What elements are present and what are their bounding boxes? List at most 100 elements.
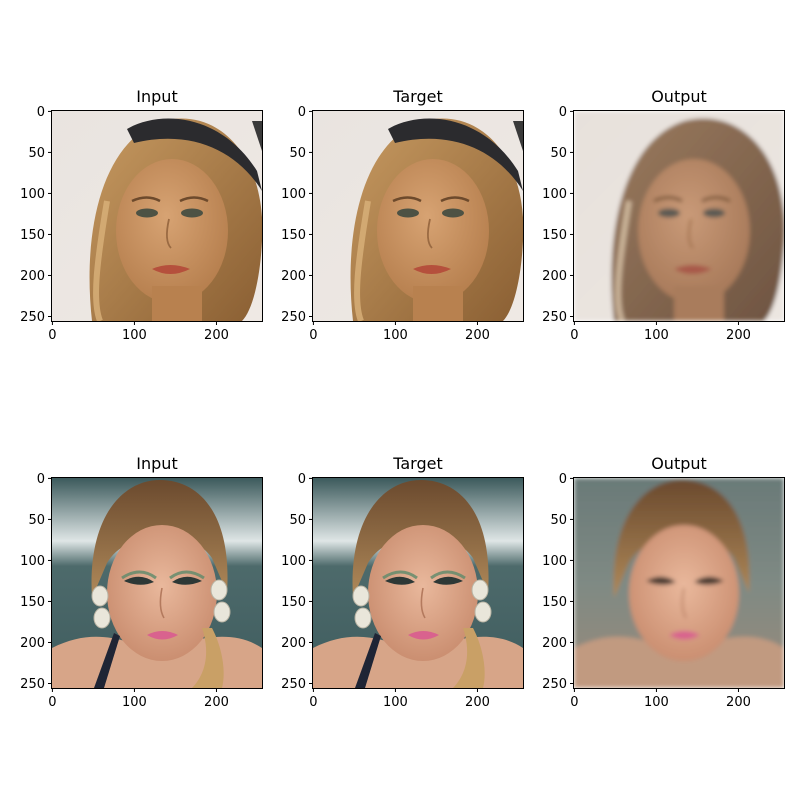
y-tick-label: 200 [20, 269, 45, 284]
earring-bead [213, 601, 231, 623]
axes-frame [573, 477, 785, 689]
axes-frame [312, 477, 524, 689]
face-shape [368, 525, 478, 661]
neck-shape [413, 286, 463, 321]
dark-corner-shape [513, 121, 523, 151]
nose-line [688, 218, 694, 249]
y-tick-label: 100 [20, 187, 45, 202]
hair-strand [354, 200, 371, 321]
x-tick-label: 200 [204, 695, 229, 710]
nose-line [681, 587, 687, 619]
neck-shape [674, 286, 724, 321]
panel-title: Input [136, 87, 177, 106]
x-tick-label: 200 [465, 328, 490, 343]
y-tick-label: 200 [542, 636, 567, 651]
neck-shape [152, 286, 202, 321]
y-tick-label: 150 [542, 595, 567, 610]
face-shape [107, 525, 217, 661]
hair-shape [613, 480, 750, 598]
eyeshadow-right [169, 570, 205, 580]
x-tick-label: 100 [122, 695, 147, 710]
x-tick-label: 200 [465, 695, 490, 710]
image-face-2-input [52, 478, 262, 688]
axes-frame [573, 110, 785, 322]
y-tick-label: 200 [281, 269, 306, 284]
hair-strand [192, 628, 224, 688]
panel-title: Input [136, 454, 177, 473]
right-brow [701, 196, 731, 203]
hair-shape [91, 480, 228, 598]
earring-bead [210, 579, 228, 601]
y-tick-label: 250 [281, 677, 306, 692]
image-face-1-input [52, 111, 262, 321]
face-shape [116, 159, 228, 303]
x-tick-label: 0 [48, 695, 56, 710]
nose-line [159, 587, 165, 619]
y-tick-label: 50 [550, 513, 567, 528]
y-tick-label: 50 [28, 513, 45, 528]
image-face-1-target [313, 111, 523, 321]
y-tick-label: 100 [281, 554, 306, 569]
lips-shape [669, 631, 700, 640]
headband-shape [127, 118, 262, 191]
eyeshadow-left [382, 570, 418, 580]
y-tick-label: 100 [542, 554, 567, 569]
nose-line [166, 218, 172, 249]
lips-shape [408, 631, 439, 640]
earring-bead [354, 607, 372, 629]
nose-line [420, 587, 426, 619]
y-tick-label: 50 [289, 513, 306, 528]
x-tick-label: 200 [204, 328, 229, 343]
right-eye [694, 576, 724, 585]
left-brow [131, 196, 161, 203]
panel-title: Output [651, 454, 707, 473]
y-tick-label: 0 [298, 105, 306, 120]
y-tick-label: 200 [281, 636, 306, 651]
y-tick-label: 50 [28, 146, 45, 161]
left-brow [653, 196, 683, 203]
y-tick-label: 150 [20, 228, 45, 243]
y-tick-label: 200 [20, 636, 45, 651]
right-eye [181, 208, 203, 218]
left-eye [397, 208, 419, 218]
axes-frame [51, 110, 263, 322]
y-tick-label: 0 [37, 105, 45, 120]
y-tick-label: 100 [542, 187, 567, 202]
face-shape [377, 159, 489, 303]
eyeshadow-right [430, 570, 466, 580]
y-tick-label: 0 [298, 472, 306, 487]
earring-bead [474, 601, 492, 623]
y-tick-label: 150 [542, 228, 567, 243]
hair-strand [453, 628, 485, 688]
shoulders-shape [574, 636, 784, 688]
x-tick-label: 0 [570, 328, 578, 343]
earring-bead [93, 607, 111, 629]
strap-shape [94, 633, 120, 688]
headband-shape [388, 118, 523, 191]
earring-bead [352, 585, 370, 607]
right-eye [172, 576, 202, 585]
left-eye [124, 576, 154, 585]
x-tick-label: 0 [570, 695, 578, 710]
x-tick-label: 100 [644, 328, 669, 343]
x-tick-label: 0 [309, 695, 317, 710]
y-tick-label: 150 [281, 595, 306, 610]
panel-title: Output [651, 87, 707, 106]
hair-strand [615, 200, 632, 321]
y-tick-label: 50 [550, 146, 567, 161]
hair-shape [352, 480, 489, 598]
right-brow [440, 196, 470, 203]
y-tick-label: 250 [20, 310, 45, 325]
hair-strand [93, 200, 110, 321]
x-tick-label: 0 [48, 328, 56, 343]
left-eye [658, 208, 680, 218]
right-brow [179, 196, 209, 203]
x-tick-label: 0 [309, 328, 317, 343]
right-eye [442, 208, 464, 218]
